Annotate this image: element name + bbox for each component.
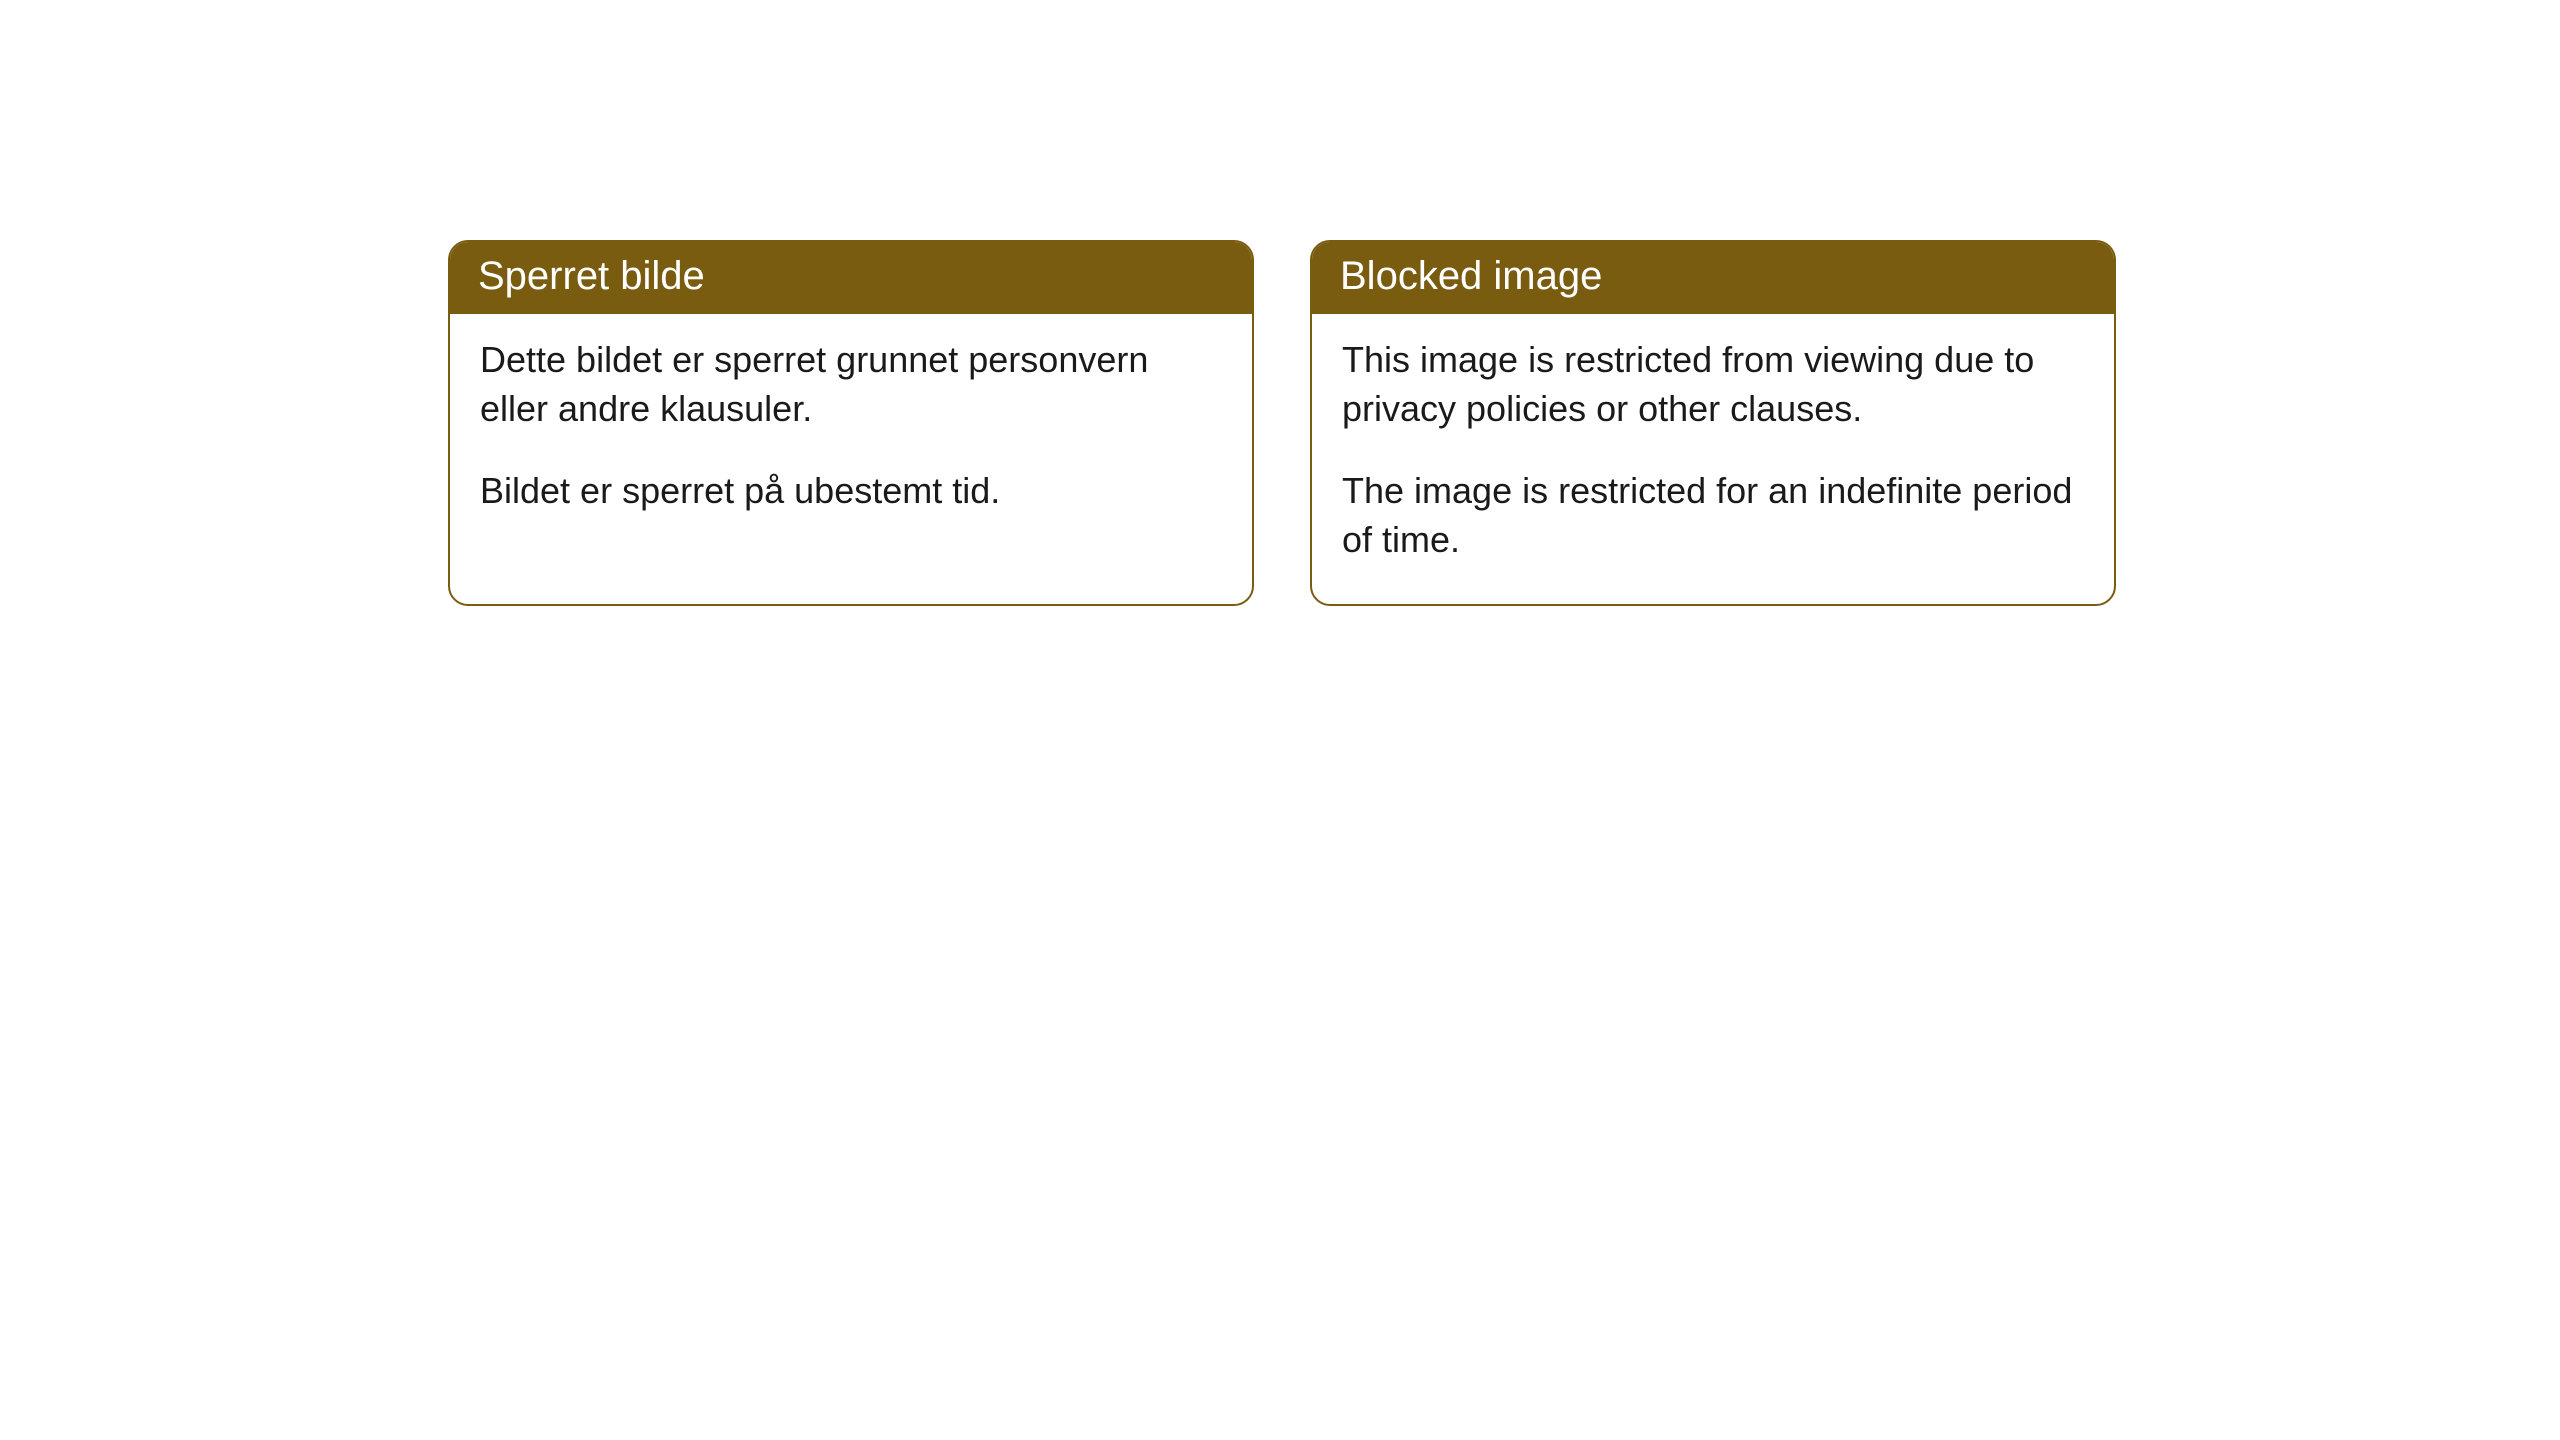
card-paragraph: The image is restricted for an indefinit… <box>1342 467 2084 564</box>
card-paragraph: This image is restricted from viewing du… <box>1342 336 2084 433</box>
card-body: Dette bildet er sperret grunnet personve… <box>450 314 1252 556</box>
blocked-image-card-no: Sperret bilde Dette bildet er sperret gr… <box>448 240 1254 606</box>
card-paragraph: Dette bildet er sperret grunnet personve… <box>480 336 1222 433</box>
card-title: Blocked image <box>1312 242 2114 314</box>
blocked-image-card-en: Blocked image This image is restricted f… <box>1310 240 2116 606</box>
notice-container: Sperret bilde Dette bildet er sperret gr… <box>0 0 2560 606</box>
card-paragraph: Bildet er sperret på ubestemt tid. <box>480 467 1222 516</box>
card-title: Sperret bilde <box>450 242 1252 314</box>
card-body: This image is restricted from viewing du… <box>1312 314 2114 604</box>
